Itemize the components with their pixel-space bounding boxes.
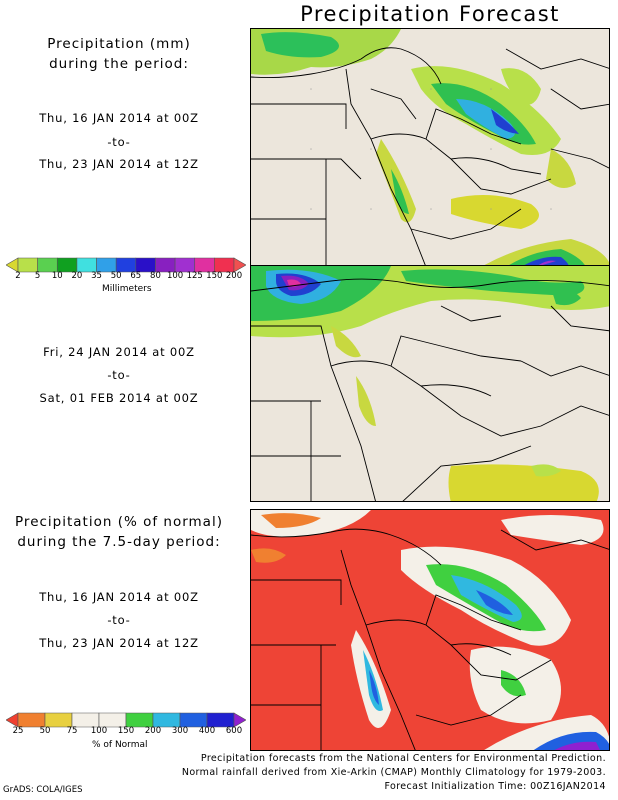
legend-pct-title: % of Normal — [92, 740, 148, 750]
footer-line3: Forecast Initialization Time: 00Z16JAN20… — [384, 781, 606, 792]
legend-tick-label: 300 — [171, 726, 189, 736]
legend-tick-label: 75 — [66, 726, 78, 736]
legend-tick-label: 200 — [144, 726, 162, 736]
legend-tick-label: 2 — [15, 271, 21, 281]
legend-swatch — [194, 257, 215, 273]
panel2-to: -to- — [107, 368, 131, 382]
legend-tick-label: 65 — [130, 271, 142, 281]
legend-swatch — [5, 257, 19, 273]
panel3-to: -to- — [107, 613, 131, 627]
legend-swatch — [44, 712, 73, 728]
legend-tick-label: 150 — [117, 726, 135, 736]
panel1-start-date: Thu, 16 JAN 2014 at 00Z — [39, 111, 199, 125]
legend-tick-label: 100 — [90, 726, 108, 736]
precip-percent-normal-map — [250, 509, 610, 751]
legend-swatch — [17, 712, 46, 728]
legend-swatch — [214, 257, 235, 273]
legend-swatch — [206, 712, 235, 728]
panel3-heading-line1: Precipitation (% of normal) — [15, 514, 223, 530]
page-title: Precipitation Forecast — [300, 2, 560, 26]
legend-tick-label: 25 — [12, 726, 24, 736]
legend-tick-label: 100 — [166, 271, 184, 281]
precip-map-week1 — [250, 28, 610, 266]
legend-swatch — [174, 257, 196, 273]
legend-tick-label: 600 — [225, 726, 243, 736]
legend-swatch — [71, 712, 100, 728]
legend-tick-label: 125 — [186, 271, 203, 281]
legend-swatch — [233, 257, 247, 273]
legend-percent-normal: 25 50 75 100 150 200 300 400 600 % of Normal — [5, 712, 247, 752]
legend-tick-label: 50 — [110, 271, 122, 281]
panel2-start-date: Fri, 24 JAN 2014 at 00Z — [43, 345, 195, 359]
panel1-heading-line1: Precipitation (mm) — [47, 36, 191, 52]
legend-swatch — [233, 712, 247, 728]
legend-tick-label: 10 — [51, 271, 63, 281]
panel1-heading: Precipitation (mm) during the period: — [0, 34, 238, 74]
legend-swatch — [125, 712, 154, 728]
legend-pct-bar — [5, 712, 247, 728]
legend-tick-label: 20 — [71, 271, 83, 281]
legend-swatch — [76, 257, 97, 273]
legend-millimeters: 2 5 10 20 35 50 65 80 100 125 150 200 Millimeters — [5, 257, 247, 297]
panel1-to: -to- — [107, 135, 131, 149]
footer-notes: Precipitation forecasts from the Nationa… — [182, 752, 606, 794]
legend-swatch — [179, 712, 208, 728]
legend-mm-bar — [5, 257, 247, 273]
panel3-heading: Precipitation (% of normal) during the 7… — [0, 512, 238, 552]
legend-tick-label: 400 — [198, 726, 216, 736]
panel3-end-date: Thu, 23 JAN 2014 at 12Z — [39, 636, 199, 650]
legend-tick-label: 200 — [225, 271, 243, 281]
legend-swatch — [17, 257, 38, 273]
legend-tick-label: 50 — [39, 726, 51, 736]
legend-swatch — [152, 712, 181, 728]
legend-tick-label: 80 — [150, 271, 161, 281]
panel2-end-date: Sat, 01 FEB 2014 at 00Z — [39, 391, 199, 405]
grads-credit: GrADS: COLA/IGES — [3, 785, 83, 795]
legend-tick-label: 35 — [91, 271, 102, 281]
panel3-start-date: Thu, 16 JAN 2014 at 00Z — [39, 590, 199, 604]
legend-tick-label: 5 — [34, 271, 41, 281]
panel1-heading-line2: during the period: — [49, 56, 189, 72]
legend-swatch — [37, 257, 58, 273]
legend-swatch — [5, 712, 19, 728]
footer-line1: Precipitation forecasts from the Nationa… — [200, 753, 606, 764]
legend-swatch — [135, 257, 156, 273]
legend-swatch — [115, 257, 137, 273]
legend-tick-label: 150 — [206, 271, 223, 281]
panel1-end-date: Thu, 23 JAN 2014 at 12Z — [39, 157, 199, 171]
legend-mm-title: Millimeters — [102, 284, 152, 294]
legend-swatch — [56, 257, 78, 273]
legend-swatch — [96, 257, 117, 273]
legend-swatch — [155, 257, 176, 273]
legend-swatch — [98, 712, 127, 728]
footer-line2: Normal rainfall derived from Xie-Arkin (… — [181, 767, 606, 778]
panel3-heading-line2: during the 7.5-day period: — [17, 534, 221, 550]
precip-map-week2 — [250, 265, 610, 502]
